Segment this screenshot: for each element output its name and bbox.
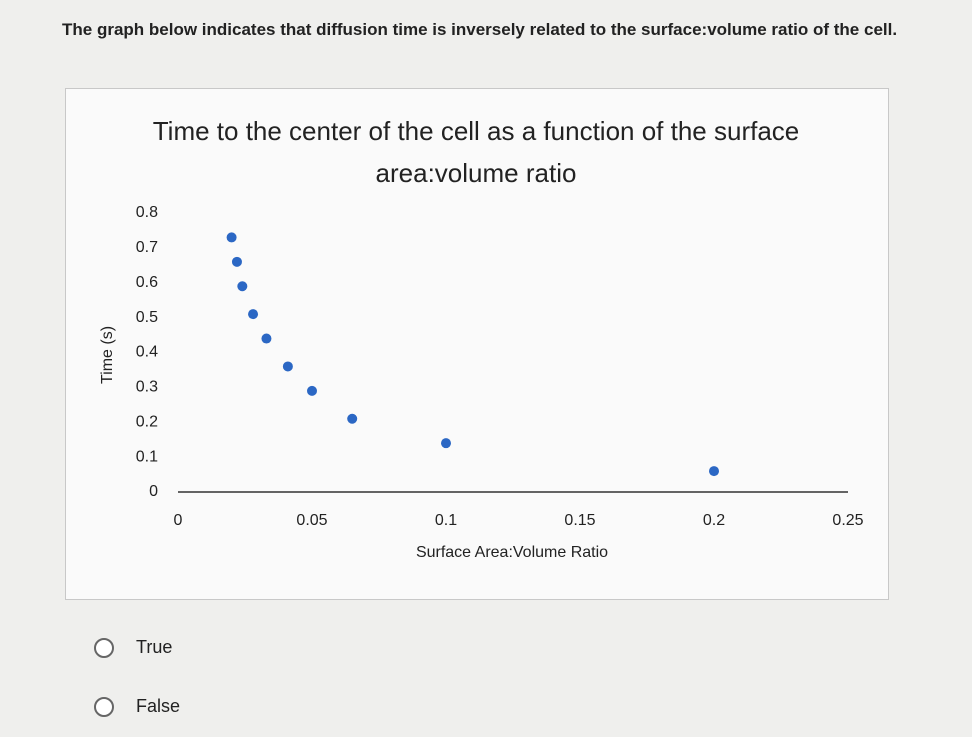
data-point (441, 438, 451, 449)
chart-title-box: Time to the center of the cell as a func… (65, 110, 887, 194)
y-tick-label: 0.7 (136, 239, 158, 256)
radio-button[interactable] (94, 637, 114, 658)
data-point (709, 466, 719, 477)
radio-button[interactable] (94, 696, 114, 717)
x-tick-label: 0.1 (435, 512, 457, 529)
option-label[interactable]: True (136, 637, 173, 657)
data-point (282, 361, 293, 372)
y-tick-label: 0.3 (136, 379, 158, 396)
y-tick-label: 0.1 (136, 448, 158, 465)
option-true[interactable]: True (94, 637, 172, 658)
y-tick-label: 0.5 (136, 309, 158, 326)
data-point (307, 385, 317, 396)
y-tick-label: 0.6 (136, 274, 158, 291)
x-tick-label: 0.15 (564, 512, 595, 529)
question-text: The graph below indicates that diffusion… (62, 20, 898, 39)
data-point (347, 413, 358, 424)
data-point (237, 281, 248, 292)
x-tick-label: 0.05 (296, 512, 327, 529)
y-tick-label: 0.2 (136, 413, 158, 430)
x-tick-label: 0.25 (832, 512, 863, 529)
option-label[interactable]: False (136, 696, 181, 716)
data-point (226, 232, 237, 243)
y-axis-label: Time (s) (99, 326, 116, 384)
x-tick-label: 0 (174, 512, 183, 529)
y-tick-label: 0.4 (136, 344, 158, 361)
y-tick-label: 0 (149, 483, 158, 500)
data-point (248, 309, 259, 320)
x-tick-label: 0.2 (703, 512, 725, 529)
x-axis-label: Surface Area:Volume Ratio (416, 544, 608, 561)
data-point (261, 333, 272, 344)
data-point (231, 256, 242, 267)
option-false[interactable]: False (94, 696, 180, 717)
y-tick-label: 0.8 (136, 204, 158, 221)
chart-frame (65, 88, 889, 600)
chart-title: Time to the center of the cell as a func… (152, 116, 800, 188)
